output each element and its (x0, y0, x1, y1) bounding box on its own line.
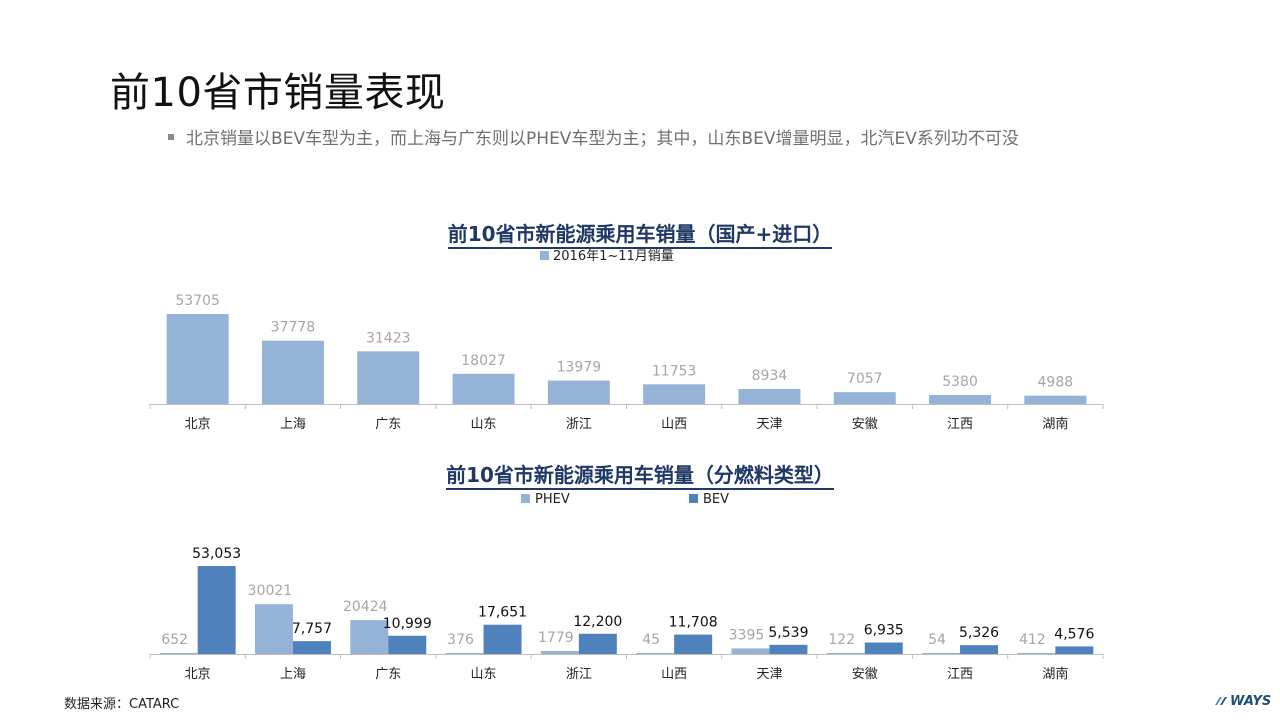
x-tick-label-chart1-8: 江西 (947, 417, 973, 432)
ways-logo-text: WAYS (1230, 694, 1272, 709)
data-label-chart1-6: 8934 (752, 368, 788, 384)
data-label-phev-9: 412 (1019, 632, 1046, 648)
bar-chart1-9 (1024, 395, 1087, 404)
bar-phev-9 (1017, 653, 1056, 654)
bar-chart1-0 (166, 314, 229, 404)
summary-text: 北京销量以BEV车型为主，而上海与广东则以PHEV车型为主；其中，山东BEV增量… (186, 129, 1019, 149)
data-label-phev-2: 20424 (343, 599, 388, 615)
legend-label-chart1: 2016年1~11月销量 (553, 249, 674, 264)
x-tick-label-chart2-5: 山西 (661, 667, 687, 682)
x-tick-label-chart2-9: 湖南 (1042, 666, 1068, 682)
data-label-chart1-5: 11753 (652, 363, 697, 379)
bar-phev-2 (350, 620, 389, 654)
bar-bev-3 (483, 624, 522, 654)
data-label-chart1-3: 18027 (461, 353, 506, 369)
ways-logo: WAYS (1214, 694, 1271, 709)
x-tick-label-chart1-0: 北京 (185, 417, 211, 432)
x-tick-label-chart2-6: 天津 (756, 667, 782, 682)
x-tick-label-chart2-1: 上海 (280, 667, 306, 682)
data-label-chart1-2: 31423 (366, 330, 411, 346)
bar-phev-7 (826, 653, 865, 654)
page-title: 前10省市销量表现 (110, 70, 446, 116)
chart2-title-wrap: 前10省市新能源乘用车销量（分燃料类型） (0, 459, 1280, 490)
data-label-chart1-4: 13979 (557, 360, 602, 376)
data-label-bev-1: 7,757 (292, 621, 332, 637)
x-tick-label-chart1-1: 上海 (280, 417, 306, 432)
data-label-bev-5: 11,708 (669, 615, 718, 631)
bullet-square-icon (168, 134, 174, 140)
bar-chart1-2 (357, 351, 420, 404)
legend-swatch-chart1 (540, 251, 549, 260)
bar-bev-5 (674, 634, 713, 654)
data-label-phev-7: 122 (828, 632, 855, 648)
x-tick-label-chart1-2: 广东 (375, 417, 401, 432)
data-label-phev-6: 3395 (729, 627, 765, 643)
x-tick-label-chart1-4: 浙江 (566, 417, 592, 432)
data-label-chart1-1: 37778 (271, 320, 316, 336)
bar-phev-4 (540, 651, 579, 654)
x-tick-label-chart1-3: 山东 (471, 417, 497, 432)
chart1-title-wrap: 前10省市新能源乘用车销量（国产+进口） (0, 218, 1280, 249)
x-tick-label-chart2-8: 江西 (947, 667, 973, 682)
bar-bev-6 (769, 644, 808, 654)
bar-bev-7 (864, 642, 903, 654)
data-label-bev-4: 12,200 (573, 614, 622, 630)
bar-chart1-4 (547, 380, 610, 404)
data-label-bev-3: 17,651 (478, 605, 527, 621)
bar-chart1-3 (452, 373, 515, 404)
legend-label-bev: BEV (703, 492, 729, 507)
bar-chart1-7 (833, 392, 896, 404)
data-label-chart1-8: 5380 (942, 374, 978, 390)
data-source: 数据来源：CATARC (64, 697, 180, 712)
bar-chart1-5 (643, 384, 706, 404)
bar-chart1-1 (261, 340, 324, 404)
bar-phev-8 (922, 653, 961, 654)
data-label-bev-8: 5,326 (959, 625, 999, 641)
data-label-bev-2: 10,999 (383, 616, 432, 632)
bar-chart1-8 (929, 394, 992, 404)
bar-phev-1 (254, 604, 293, 654)
data-label-phev-3: 376 (447, 632, 474, 648)
bar-bev-0 (197, 566, 236, 654)
bar-phev-6 (731, 648, 770, 654)
data-label-phev-1: 30021 (248, 583, 293, 599)
data-label-bev-0: 53,053 (192, 546, 241, 562)
x-tick-label-chart1-7: 安徽 (852, 417, 878, 432)
legend-swatch-phev (521, 494, 530, 503)
data-label-phev-8: 54 (928, 632, 946, 648)
data-label-bev-6: 5,539 (768, 625, 808, 641)
chart1-title: 前10省市新能源乘用车销量（国产+进口） (447, 222, 833, 249)
bar-bev-4 (578, 633, 617, 654)
data-label-bev-7: 6,935 (864, 622, 904, 638)
x-tick-label-chart2-7: 安徽 (852, 667, 878, 682)
x-tick-label-chart2-0: 北京 (185, 667, 211, 682)
bar-phev-0 (159, 652, 198, 654)
summary-bullet: 北京销量以BEV车型为主，而上海与广东则以PHEV车型为主；其中，山东BEV增量… (168, 124, 1019, 149)
bar-chart1-6 (738, 389, 801, 404)
data-label-phev-4: 1779 (538, 630, 574, 646)
x-tick-label-chart1-5: 山西 (661, 417, 687, 432)
bar-bev-2 (388, 635, 427, 654)
legend-label-phev: PHEV (535, 492, 570, 507)
legend-swatch-bev (689, 494, 698, 503)
chart2-title: 前10省市新能源乘用车销量（分燃料类型） (446, 463, 834, 490)
bar-phev-5 (636, 653, 675, 654)
x-tick-label-chart1-6: 天津 (756, 417, 782, 432)
x-tick-label-chart2-3: 山东 (471, 667, 497, 682)
bar-bev-8 (960, 645, 999, 654)
data-label-chart1-9: 4988 (1038, 375, 1074, 391)
bar-phev-3 (445, 653, 484, 654)
x-tick-label-chart2-2: 广东 (375, 667, 401, 682)
bar-bev-1 (292, 641, 331, 654)
x-tick-label-chart2-4: 浙江 (566, 667, 592, 682)
x-tick-label-chart1-9: 湖南 (1042, 416, 1068, 432)
data-label-phev-0: 652 (161, 632, 188, 648)
data-label-phev-5: 45 (642, 632, 660, 648)
ways-logo-icon (1215, 697, 1227, 705)
bar-bev-9 (1055, 646, 1094, 654)
data-label-bev-9: 4,576 (1054, 626, 1094, 642)
data-label-chart1-7: 7057 (847, 371, 883, 387)
data-label-chart1-0: 53705 (175, 293, 220, 309)
